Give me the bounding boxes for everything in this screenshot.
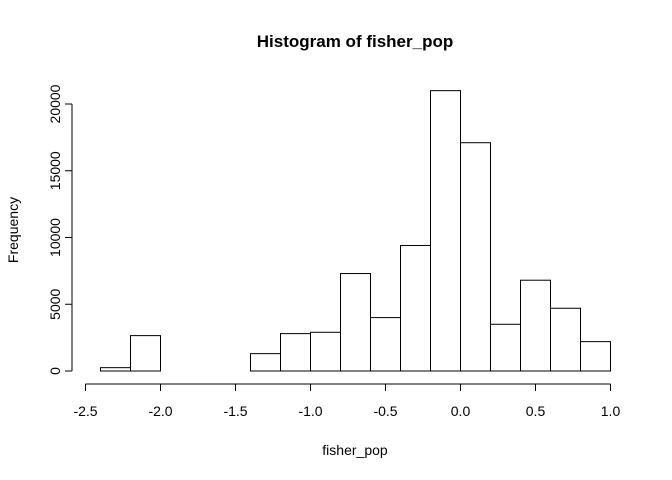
x-tick-label: 1.0 [601, 403, 621, 419]
x-axis: -2.5 -2.0 -1.5 -1.0 -0.5 0.0 0.5 1.0 [73, 383, 621, 419]
histogram-bar [280, 333, 311, 372]
histogram-bar [310, 331, 341, 372]
y-tick-label: 15000 [47, 151, 63, 190]
histogram-bar [520, 279, 551, 372]
chart-title: Histogram of fisher_pop [257, 32, 453, 51]
y-axis: 0 5000 10000 15000 20000 [47, 84, 73, 375]
histogram-bars [100, 90, 611, 372]
histogram-bar [370, 317, 401, 372]
x-axis-label: fisher_pop [322, 442, 388, 458]
x-tick-label: 0.5 [526, 403, 546, 419]
histogram-bar [100, 367, 131, 372]
y-tick-label: 0 [47, 367, 63, 375]
x-tick-label: -0.5 [373, 403, 397, 419]
histogram-bar [490, 323, 521, 372]
histogram-bar [550, 307, 581, 372]
histogram-bar [340, 273, 371, 372]
histogram-bar [460, 142, 491, 372]
histogram-bar [430, 90, 461, 372]
histogram-bar [580, 341, 611, 372]
x-tick-label: 0.0 [451, 403, 471, 419]
y-axis-label: Frequency [5, 197, 21, 263]
y-tick-label: 20000 [47, 84, 63, 123]
x-tick-label: -2.0 [148, 403, 172, 419]
histogram-bar [400, 245, 431, 372]
y-tick-label: 10000 [47, 218, 63, 257]
y-tick-label: 5000 [47, 288, 63, 319]
x-tick-label: -2.5 [73, 403, 97, 419]
histogram-bar [250, 353, 281, 372]
x-tick-label: -1.5 [223, 403, 247, 419]
x-tick-label: -1.0 [298, 403, 322, 419]
histogram-bar [130, 335, 161, 372]
